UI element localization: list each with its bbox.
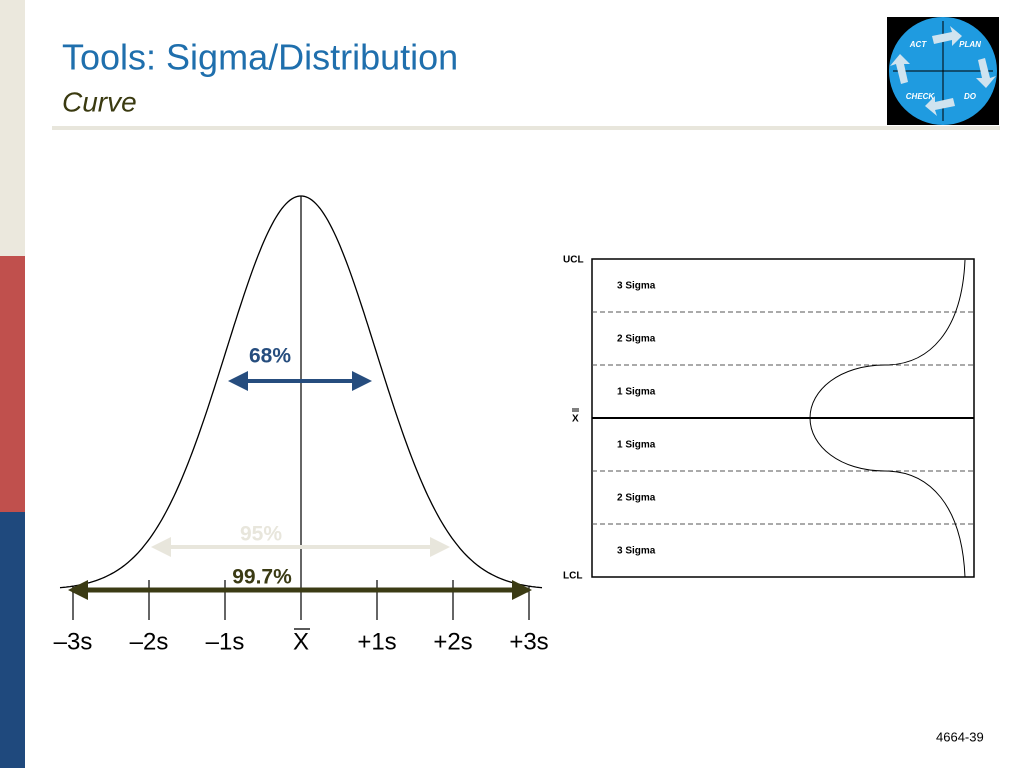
limit-label: X <box>572 414 579 425</box>
sigma-lines <box>72 196 530 620</box>
zone-label: 2 Sigma <box>617 493 656 504</box>
zone-label: 2 Sigma <box>617 334 656 345</box>
zone-label: 1 Sigma <box>617 440 656 451</box>
side-strip <box>0 0 25 256</box>
zone-label: 3 Sigma <box>617 281 656 292</box>
slide-id: 4664-39 <box>936 729 984 744</box>
axis-label: X <box>293 628 309 655</box>
axis-label: –2s <box>130 628 169 655</box>
limit-label: UCL <box>563 255 584 266</box>
span-label: 99.7% <box>232 566 292 589</box>
logo-arrows <box>890 26 996 116</box>
limit-label: LCL <box>563 571 582 582</box>
logo-label: PLAN <box>959 40 981 49</box>
side-curve <box>809 259 966 578</box>
logo-label: ACT <box>909 40 928 49</box>
zone-label: 1 Sigma <box>617 387 656 398</box>
axis-label: +3s <box>509 628 548 655</box>
axis-label: –3s <box>54 628 93 655</box>
axis-label: +1s <box>357 628 396 655</box>
axis-label: +2s <box>433 628 472 655</box>
zone-label: 3 Sigma <box>617 546 656 557</box>
span-label: 68% <box>249 345 291 368</box>
logo-label: CHECK <box>906 92 936 101</box>
subtitle: Curve <box>62 86 137 117</box>
span-label: 95% <box>240 523 282 546</box>
title: Tools: Sigma/Distribution <box>62 37 458 78</box>
side-strip <box>0 256 25 512</box>
logo-label: DO <box>964 92 977 101</box>
divider <box>52 126 1000 130</box>
side-strip <box>0 512 25 768</box>
axis-label: –1s <box>206 628 245 655</box>
